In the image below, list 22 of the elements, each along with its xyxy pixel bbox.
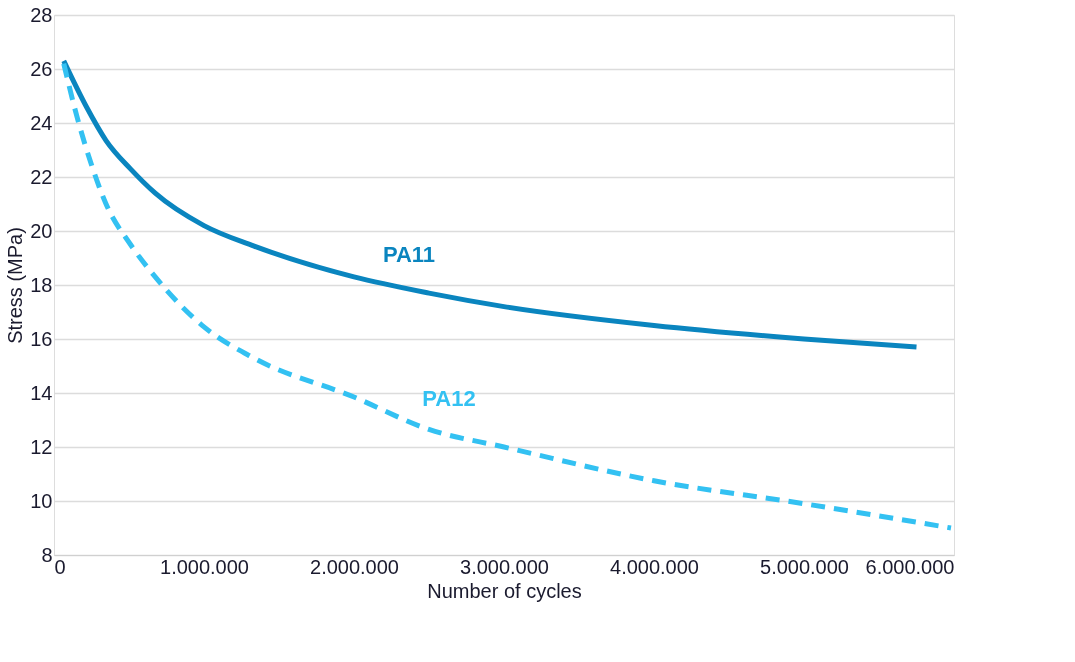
series-label: PA12 bbox=[422, 386, 476, 412]
x-axis-title: Number of cycles bbox=[427, 579, 582, 602]
y-tick-label: 18 bbox=[30, 273, 53, 296]
y-tick-label: 14 bbox=[30, 381, 53, 404]
x-tick-label: 1.000.000 bbox=[160, 555, 249, 578]
x-tick-label: 2.000.000 bbox=[310, 555, 399, 578]
x-tick-label: 3.000.000 bbox=[460, 555, 549, 578]
x-tick-label: 6.000.000 bbox=[865, 555, 955, 578]
x-tick-label: 0 bbox=[54, 555, 66, 578]
y-tick-label: 26 bbox=[30, 57, 53, 80]
y-tick-label: 12 bbox=[30, 435, 53, 458]
y-tick-label: 24 bbox=[30, 111, 53, 134]
y-axis-title: Stress (MPa) bbox=[4, 227, 27, 344]
series-label: PA11 bbox=[382, 242, 436, 268]
y-tick-label: 10 bbox=[30, 489, 53, 512]
y-tick-label: 22 bbox=[30, 165, 53, 188]
x-tick-label: 5.000.000 bbox=[760, 555, 849, 578]
y-tick-label: 16 bbox=[30, 327, 53, 350]
y-tick-label: 8 bbox=[41, 543, 53, 566]
y-tick-label: 20 bbox=[30, 219, 53, 242]
y-tick-label: 28 bbox=[30, 3, 53, 26]
x-tick-label: 4.000.000 bbox=[610, 555, 699, 578]
